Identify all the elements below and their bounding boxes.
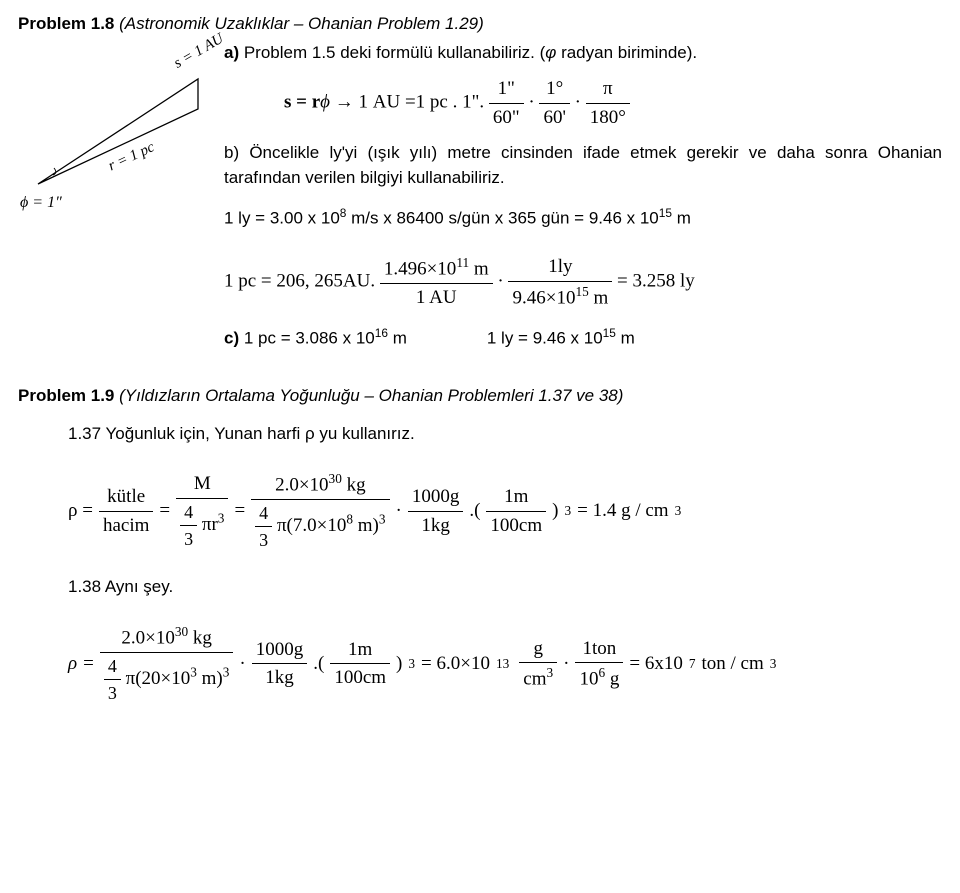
p19-density-eq2: ρ = 2.0×1030 kg 43 π(20×103 m)3 · 1000g … — [68, 622, 942, 706]
p18-c-row: c) 1 pc = 3.086 x 1016 m 1 ly = 9.46 x 1… — [224, 325, 942, 351]
diagram-column: s = 1 AU r = 1 pc ϕ = 1″ — [18, 37, 218, 366]
p18-a-line: a) Problem 1.5 deki formülü kullanabilir… — [224, 41, 942, 66]
p18-text-column: a) Problem 1.5 deki formülü kullanabilir… — [218, 37, 942, 366]
p18-pc-line: 1 pc = 206, 265AU. 1.496×1011 m 1 AU · 1… — [224, 253, 942, 311]
p18-c-right: 1 ly = 9.46 x 1015 m — [487, 325, 635, 351]
p18-b-text: b) Öncelikle ly'yi (ışık yılı) metre cin… — [224, 141, 942, 190]
r-label: r = 1 pc — [106, 139, 157, 174]
problem-1-9-title: Problem 1.9 (Yıldızların Ortalama Yoğunl… — [18, 384, 942, 409]
p19-137-line: 1.37 Yoğunluk için, Yunan harfi ρ yu kul… — [68, 422, 942, 447]
p18-eq-s: s = rϕ → 1 AU =1 pc . 1". 1"60" · 1°60' … — [284, 75, 942, 131]
phi-label: ϕ = 1″ — [20, 194, 62, 211]
p19-density-eq1: ρ = kütle hacim = M 43 πr3 = 2.0×1030 kg… — [68, 469, 942, 553]
p18-ly-line: 1 ly = 3.00 x 108 m/s x 86400 s/gün x 36… — [224, 205, 942, 231]
problem-1-8-title: Problem 1.8 (Astronomik Uzaklıklar – Oha… — [18, 12, 942, 37]
p18-strong: Problem 1.8 — [18, 14, 114, 33]
p18-body-row: s = 1 AU r = 1 pc ϕ = 1″ a) Problem 1.5 … — [18, 37, 942, 366]
p18-c-left: c) 1 pc = 3.086 x 1016 m — [224, 325, 407, 351]
p19-italic: (Yıldızların Ortalama Yoğunluğu – Ohania… — [114, 386, 623, 405]
p19-138-line: 1.38 Aynı şey. — [68, 575, 942, 600]
parallax-diagram: s = 1 AU r = 1 pc ϕ = 1″ — [18, 49, 218, 219]
p18-italic: (Astronomik Uzaklıklar – Ohanian Problem… — [114, 14, 483, 33]
p19-strong: Problem 1.9 — [18, 386, 114, 405]
